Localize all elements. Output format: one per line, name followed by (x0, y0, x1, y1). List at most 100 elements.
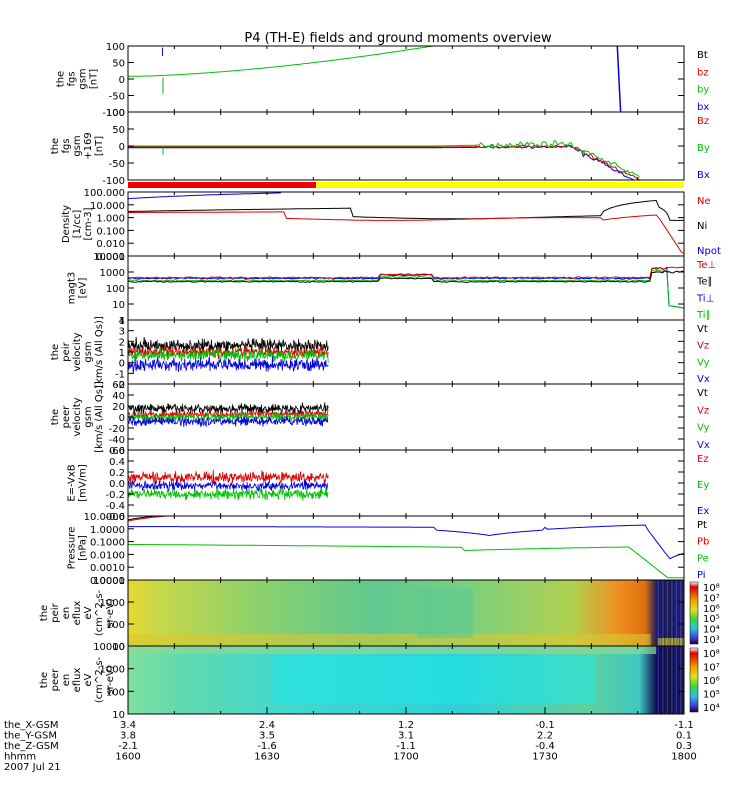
y-axis-label-line: gsm (78, 68, 89, 89)
legend-entry: Vx (697, 374, 710, 385)
colorbar-label: 10³ (703, 635, 720, 646)
colorbar-peir_spec (689, 581, 699, 645)
x-row-label: the_Z-GSM (4, 741, 59, 752)
spectrogram-stripe (672, 580, 674, 646)
y-axis-label-line: Pressure (67, 527, 78, 570)
x-row-value: 0.1 (676, 731, 692, 742)
x-row-value: -1.6 (257, 741, 277, 752)
y-tick-label: 0.0100 (90, 550, 125, 561)
panel-density-series (128, 192, 684, 255)
y-axis-label-line: (cm^2-s- (94, 589, 105, 636)
y-axis-label-peer_spec: the peer en eflux eV (cm^2-s-sr-eV) (39, 656, 116, 703)
y-axis-label-line: [nPa] (78, 535, 89, 561)
series-vx (128, 416, 329, 428)
spectrogram-stripe (677, 580, 679, 646)
series-npot (128, 192, 281, 200)
spectrogram-stripe (666, 646, 668, 714)
x-row-label: hhmm (4, 752, 36, 763)
y-tick-label: 10 (112, 710, 125, 721)
legend-entry: Vz (697, 405, 709, 416)
y-tick-label: 1 (119, 316, 125, 327)
y-tick-label: -20 (109, 424, 125, 435)
spectrogram-stripe (660, 646, 662, 714)
series-vz (128, 345, 329, 360)
x-row-value: 3.1 (398, 731, 414, 742)
y-tick-label: 100 (106, 42, 125, 53)
legend-entry: Ti⊥ (696, 293, 714, 304)
axes-layer (127, 45, 699, 715)
x-row-value: 1700 (393, 752, 418, 763)
y-tick-label: 0 (119, 142, 125, 153)
x-row-value: 1630 (254, 752, 279, 763)
y-tick-label: 1000 (100, 598, 125, 609)
y-tick-label: 100 (106, 284, 125, 295)
spectrogram-stripe (669, 646, 671, 714)
series-by (128, 139, 640, 178)
y-tick-label: 100.000 (84, 188, 125, 199)
series-bx-drop (616, 45, 622, 113)
spectrogram-stripe (665, 580, 667, 646)
series-ti-perp (128, 267, 684, 309)
legend-entry: Te∥ (696, 277, 713, 288)
y-axis-label-line: [km/s (All Qs)] (94, 381, 105, 453)
colorbar-label: 10⁶ (703, 604, 720, 615)
y-tick-label: 0 (119, 359, 125, 370)
y-axis-label-line: en (61, 607, 72, 620)
spectrogram-stripe (662, 646, 664, 714)
y-tick-label: 50 (112, 125, 125, 136)
legend-entry: bx (697, 102, 709, 113)
legend-entry: Pi (697, 570, 706, 581)
series-vx (128, 356, 329, 374)
colorbar-label: 10⁷ (703, 663, 720, 674)
y-axis-label-line: eflux (72, 668, 83, 693)
date-label: 2007 Jul 21 (4, 762, 61, 773)
panel-fgs-series (128, 45, 622, 113)
y-tick-label: 0 (119, 75, 125, 86)
y-tick-label: 1000 (100, 665, 125, 676)
y-axis-label-line: gsm (83, 406, 94, 427)
y-tick-label: -100 (102, 176, 125, 187)
chart-title: P4 (TH-E) fields and ground moments over… (244, 31, 552, 46)
spectrogram-stripe (677, 646, 679, 714)
legend-entry: Ey (697, 480, 709, 491)
series-ti-par (128, 269, 684, 309)
y-tick-label: -2 (115, 380, 125, 391)
y-axis-label-line: peer (50, 668, 61, 692)
spectrogram-stripe (668, 646, 670, 714)
y-axis-label-line: the (39, 605, 50, 621)
panel-temp-series (128, 266, 684, 309)
y-axis-label-line: magt3 (67, 272, 78, 305)
y-axis-label-fgs: the fgs gsm [nT] (56, 68, 100, 89)
spectrogram-stripe (681, 580, 683, 646)
y-axis-label-temp: magt3 [eV] (67, 272, 89, 305)
y-axis-label-line: the (50, 409, 61, 425)
spectrogram-stripe (663, 580, 665, 646)
panel-veli-series (128, 336, 329, 374)
series-ni (128, 199, 684, 221)
legend-entry: By (697, 143, 710, 154)
y-axis-label-line: peir (61, 341, 72, 361)
panel-frame-fgs (127, 45, 685, 113)
y-axis-label-pressure: Pressure [nPa] (67, 527, 89, 570)
y-axis-label-line: the (50, 344, 61, 360)
y-tick-label: 3 (119, 327, 125, 338)
y-tick-label: 60 (112, 380, 125, 391)
legend-entry: Pb (697, 537, 709, 548)
series-vt (128, 336, 329, 355)
panel-frame-pressure (127, 515, 685, 581)
colorbar-label: 10⁷ (703, 593, 720, 604)
x-row-value: -1.1 (674, 720, 694, 731)
data-layer (128, 45, 684, 579)
legend-entry: Bx (697, 170, 710, 181)
y-tick-label: -0.2 (105, 490, 125, 501)
y-axis-label-density: Density [1/cc] [cm-3] (61, 205, 94, 243)
spectrogram-stripe (666, 580, 668, 646)
y-axis-label-line: gsm (83, 341, 94, 362)
legend-entry: Bz (697, 116, 709, 127)
x-row-value: -1.1 (396, 741, 416, 752)
y-tick-label: 0.010 (96, 239, 125, 250)
spectrogram-stripe (669, 580, 671, 646)
y-tick-label: 10000 (93, 576, 125, 587)
spectrogram-stripe (668, 580, 670, 646)
